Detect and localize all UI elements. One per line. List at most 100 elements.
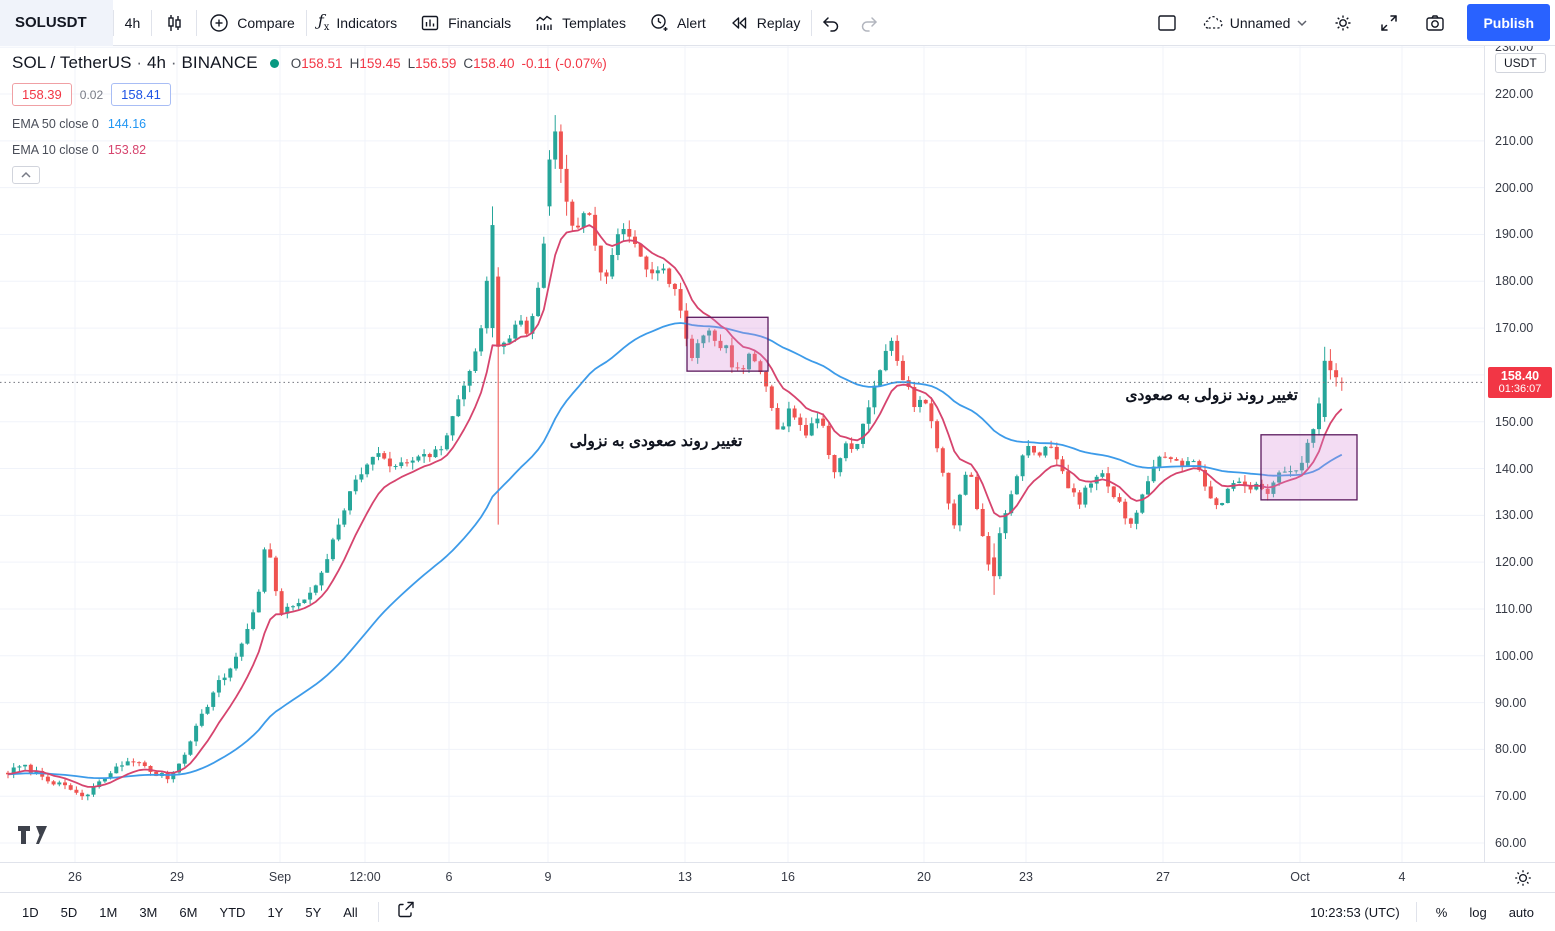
chart-style-button[interactable] — [152, 0, 196, 46]
range-button-all[interactable]: All — [343, 904, 358, 920]
range-button-6m[interactable]: 6M — [179, 904, 198, 920]
camera-icon — [1423, 11, 1447, 35]
price-tick-label: 150.00 — [1495, 414, 1534, 429]
price-tick-label: 80.00 — [1495, 742, 1527, 757]
time-tick-label: 20 — [917, 870, 931, 884]
goto-date-button[interactable] — [391, 897, 421, 928]
templates-icon — [533, 12, 555, 34]
financials-button[interactable]: Financials — [408, 0, 522, 46]
last-price-value: 158.40 — [1500, 369, 1540, 384]
gear-icon — [1331, 11, 1355, 35]
bottom-toolbar: 1D 5D 1M 3M 6M YTD 1Y 5Y All 10:23:53 (UTC) % log… — [0, 892, 1555, 931]
tradingview-logo[interactable] — [16, 822, 52, 853]
range-button-1y[interactable]: 1Y — [267, 904, 284, 920]
trend-annotation-2[interactable]: تغییر روند نزولی به صعودی — [1125, 387, 1298, 404]
interval-button[interactable]: 4h — [124, 14, 141, 31]
cloud-layout-button[interactable]: Unnamed — [1190, 0, 1321, 46]
goto-date-icon — [395, 899, 417, 926]
financials-icon — [419, 12, 441, 34]
range-button-1m[interactable]: 1M — [99, 904, 118, 920]
replay-icon — [728, 12, 750, 34]
range-button-ytd[interactable]: YTD — [219, 904, 246, 920]
buy-price-button[interactable]: 158.41 — [111, 83, 171, 106]
ema50-value: 144.16 — [107, 116, 147, 131]
range-button-5d[interactable]: 5D — [60, 904, 78, 920]
collapse-legend-button[interactable] — [12, 166, 40, 184]
price-tick-label: 200.00 — [1495, 180, 1534, 195]
range-button-1d[interactable]: 1D — [22, 904, 39, 920]
separator — [151, 9, 153, 36]
time-axis[interactable]: 26 29 Sep 12:00 6 9 13 16 20 23 27 Oct 4 — [0, 862, 1555, 892]
chart-canvas[interactable] — [0, 46, 1484, 862]
currency-toggle[interactable]: USDT — [1495, 53, 1546, 73]
top-toolbar: SOLUSDT 4h Compare ƒx — [0, 0, 1555, 46]
time-tick-label: 23 — [1019, 870, 1033, 884]
candlestick-style-icon — [163, 12, 185, 34]
ohlc-values: O158.51 H159.45 L156.59 C158.40 -0.11 (-… — [290, 55, 607, 71]
time-tick-label: Sep — [268, 870, 292, 884]
fullscreen-button[interactable] — [1366, 0, 1412, 46]
compare-button[interactable]: Compare — [197, 0, 306, 46]
price-tick-label: 120.00 — [1495, 555, 1534, 570]
layout-square-icon — [1155, 11, 1179, 35]
indicator-row-ema10[interactable]: EMA 10 close 0 153.82 — [12, 142, 147, 157]
symbol-title[interactable]: SOL / TetherUS · 4h · BINANCE — [12, 53, 258, 72]
settings-button[interactable] — [1320, 0, 1366, 46]
time-tick-label: 6 — [445, 870, 453, 884]
redo-button[interactable] — [850, 0, 888, 46]
publish-button[interactable]: Publish — [1467, 4, 1550, 41]
time-tick-label: 13 — [678, 870, 692, 884]
sun-icon — [1513, 870, 1533, 892]
snapshot-button[interactable] — [1412, 0, 1458, 46]
layout-button[interactable] — [1144, 0, 1190, 46]
trend-annotation-1[interactable]: تغییر روند صعودی به نزولی — [569, 433, 743, 450]
price-tick-label: 170.00 — [1495, 321, 1534, 336]
market-open-dot[interactable] — [269, 58, 279, 68]
time-tick-label: 12:00 — [349, 870, 381, 884]
separator — [305, 9, 307, 36]
separator — [112, 9, 114, 36]
redo-icon — [858, 12, 880, 34]
time-tick-label: 26 — [68, 870, 82, 884]
price-tick-label: 60.00 — [1495, 836, 1527, 850]
price-tick-label: 70.00 — [1495, 789, 1527, 804]
scale-button-auto[interactable]: auto — [1508, 904, 1534, 920]
price-tick-label: 90.00 — [1495, 695, 1527, 710]
range-button-3m[interactable]: 3M — [139, 904, 158, 920]
chart-legend: SOL / TetherUS · 4h · BINANCE O158.51 H1… — [12, 51, 607, 184]
cloud-icon — [1201, 11, 1225, 35]
fullscreen-icon — [1377, 11, 1401, 35]
time-tick-label: 9 — [544, 870, 552, 884]
chevron-up-icon — [20, 166, 32, 184]
indicator-row-ema50[interactable]: EMA 50 close 0 144.16 — [12, 116, 147, 131]
theme-sun-button[interactable] — [1513, 868, 1533, 893]
alert-button[interactable]: Alert — [637, 0, 717, 46]
undo-icon — [820, 12, 842, 34]
clock-utc[interactable]: 10:23:53 (UTC) — [1310, 904, 1400, 920]
range-button-5y[interactable]: 5Y — [305, 904, 322, 920]
symbol-button[interactable]: SOLUSDT — [0, 0, 113, 46]
separator — [1415, 902, 1417, 922]
time-tick-label: 16 — [781, 870, 795, 884]
alert-clock-icon — [648, 12, 670, 34]
scale-button-percent[interactable]: % — [1435, 904, 1448, 920]
replay-button[interactable]: Replay — [717, 0, 812, 46]
time-tick-label: 29 — [170, 870, 184, 884]
last-price-tag: 158.40 01:36:07 — [1488, 367, 1552, 399]
time-tick-label: 27 — [1156, 870, 1170, 884]
price-tick-label: 100.00 — [1495, 648, 1534, 663]
price-axis[interactable]: USDT 230.00 220.00 210.00 200.00 190.00 180.0… — [1484, 46, 1555, 862]
price-tick-label: 220.00 — [1495, 87, 1534, 101]
price-tick-label: 130.00 — [1495, 508, 1534, 523]
sell-price-button[interactable]: 158.39 — [12, 83, 72, 106]
fx-icon: ƒx — [317, 11, 330, 34]
separator — [196, 9, 198, 36]
scale-button-log[interactable]: log — [1469, 904, 1487, 920]
price-tick-label: 190.00 — [1495, 227, 1534, 242]
templates-button[interactable]: Templates — [522, 0, 637, 46]
chart-pane: SOL / TetherUS · 4h · BINANCE O158.51 H1… — [0, 46, 1484, 862]
undo-button[interactable] — [812, 0, 850, 46]
symbol-label: SOLUSDT — [15, 14, 87, 31]
indicators-button[interactable]: ƒx Indicators — [317, 11, 398, 34]
change-value: -0.11 (-0.07%) — [521, 55, 607, 71]
